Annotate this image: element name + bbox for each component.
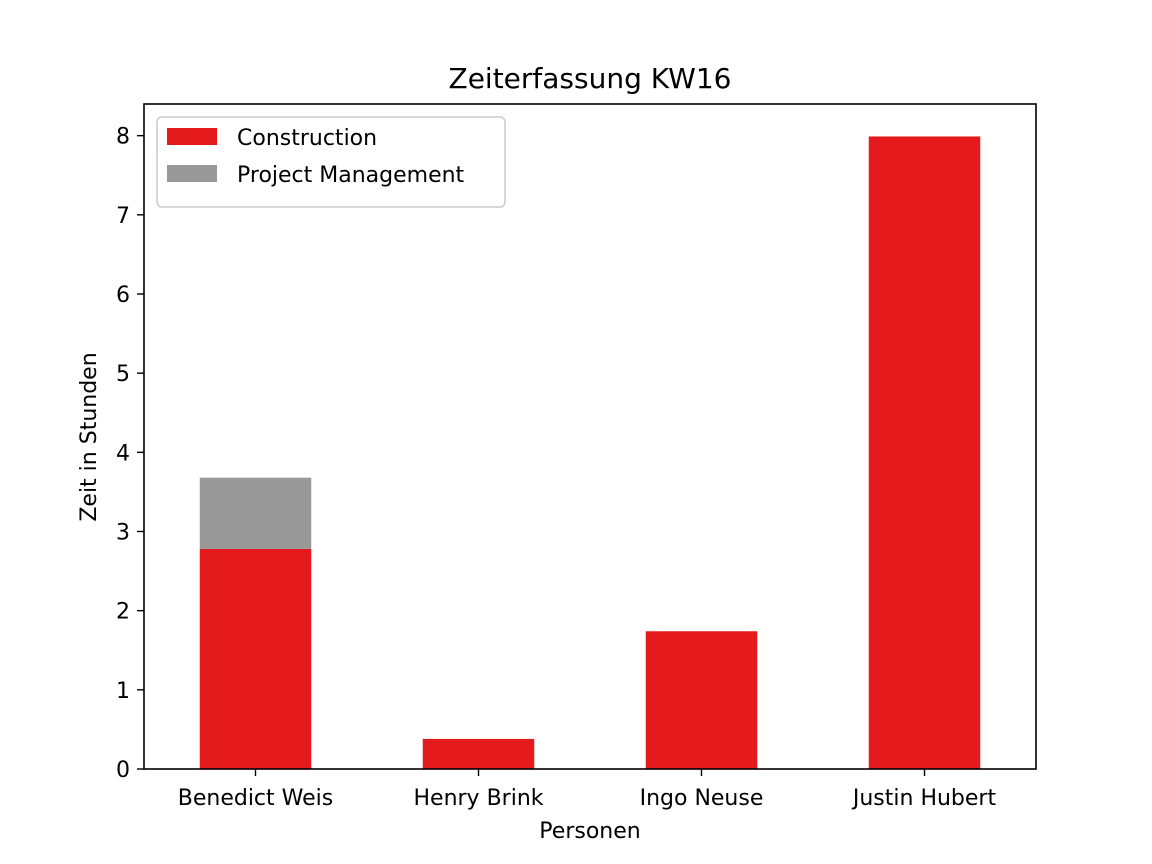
x-tick-label: Henry Brink [413,786,543,811]
y-tick-label: 0 [116,758,130,783]
y-tick-label: 5 [116,362,130,387]
legend-label: Project Management [237,163,465,188]
plot-frame [143,103,1037,770]
y-tick-label: 8 [116,125,130,150]
x-tick-label: Justin Hubert [851,786,997,811]
y-tick-label: 6 [116,283,130,308]
legend-swatch [167,165,217,182]
y-tick-label: 7 [116,204,130,229]
bar-construction-1 [422,738,535,769]
legend-label: Construction [237,126,377,151]
y-tick-label: 1 [116,679,130,704]
x-tick-label: Benedict Weis [178,786,333,811]
y-axis-label: Zeit in Stunden [77,352,102,521]
bar-construction-0 [199,548,312,769]
bars-layer [199,136,981,770]
bar-construction-3 [868,136,981,770]
y-tick-label: 3 [116,521,130,546]
y-tick-label: 2 [116,600,130,625]
x-axis-label: Personen [539,819,640,844]
bar-construction-2 [645,631,758,769]
bar-project-management-0 [199,477,312,549]
chart-title: Zeiterfassung KW16 [449,62,732,95]
legend-box [156,116,506,208]
axes-layer: 0 1 2 3 4 5 6 7 8 Benedict Weis Henry Brink Ingo Ne… [116,103,1037,811]
legend: Construction Project Management [156,116,506,208]
y-tick-label: 4 [116,441,130,466]
x-tick-label: Ingo Neuse [640,786,764,811]
legend-swatch [167,128,217,145]
